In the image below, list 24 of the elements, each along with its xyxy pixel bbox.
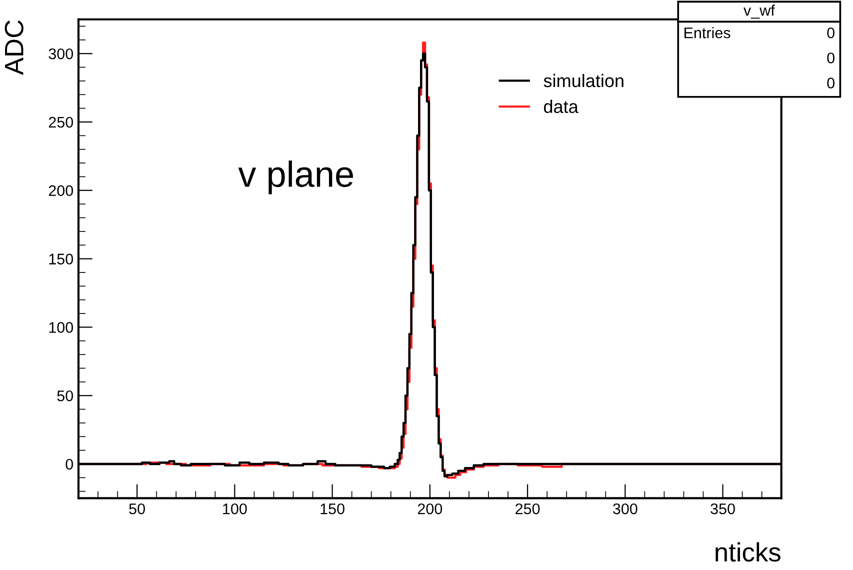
- y-tick-label: 200: [48, 185, 74, 196]
- x-axis-title: nticks: [716, 542, 780, 562]
- text: 0: [827, 27, 834, 38]
- annotation: Entries: [684, 27, 730, 38]
- y-tick-label: 300: [48, 48, 74, 60]
- x-tick-label: 50: [129, 503, 145, 514]
- y-tick-label: 0: [66, 458, 74, 470]
- y-tick-label: 100: [49, 322, 74, 333]
- legend-label: simulation: [544, 74, 624, 88]
- text: v_wf: [744, 4, 775, 19]
- y-axis-title: ADC: [4, 20, 24, 76]
- x-tick-label: 250: [516, 503, 540, 514]
- x-tick-label: 100: [223, 503, 247, 514]
- y-tick-label: 150: [49, 254, 74, 264]
- x-tick-label: 350: [710, 503, 735, 514]
- y-tick-label: 50: [57, 390, 74, 402]
- x-tick-label: 200: [418, 503, 442, 514]
- x-tick-label: 300: [612, 503, 638, 514]
- x-tick-label: 150: [320, 503, 344, 514]
- text: 0: [827, 78, 834, 88]
- annotation: v plane: [238, 160, 353, 194]
- text: 0: [827, 52, 834, 64]
- y-tick-label: 250: [48, 116, 74, 128]
- legend-label: data: [544, 100, 578, 114]
